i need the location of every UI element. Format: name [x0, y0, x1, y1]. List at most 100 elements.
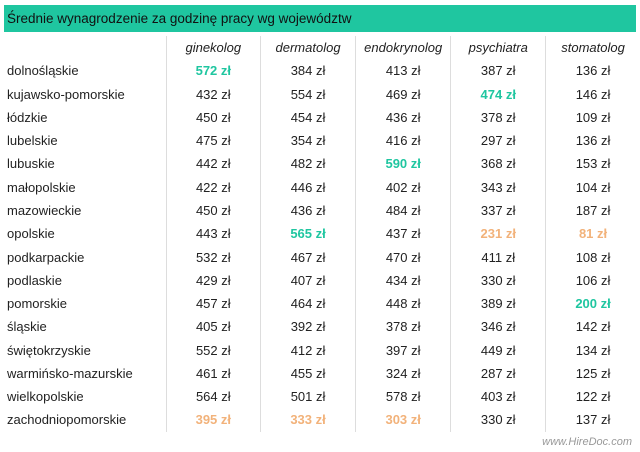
table-row: wielkopolskie 564 zł 501 zł 578 zł 403 zł 122… — [4, 384, 640, 409]
salary-cell: 330 zł — [450, 408, 546, 432]
salary-cell: 450 zł — [165, 198, 261, 223]
region-label: małopolskie — [7, 179, 76, 195]
salary-cell: 392 zł — [260, 315, 356, 339]
salary-cell: 446 zł — [260, 175, 356, 199]
salary-cell: 403 zł — [450, 384, 546, 409]
salary-cell: 324 zł — [354, 361, 451, 385]
table-title: Średnie wynagrodzenie za godzinę pracy w… — [4, 5, 636, 32]
salary-cell: 565 zł — [260, 222, 356, 246]
salary-cell: 303 zł — [354, 408, 451, 432]
salary-cell: 590 zł — [354, 152, 451, 176]
salary-cell: 436 zł — [260, 198, 356, 223]
region-label: śląskie — [7, 319, 47, 335]
region-label: wielkopolskie — [7, 389, 84, 405]
salary-cell: 81 zł — [545, 222, 640, 246]
salary-cell: 108 zł — [545, 245, 640, 269]
table-row: zachodniopomorskie 395 zł 333 zł 303 zł 330 … — [4, 408, 640, 432]
salary-cell: 464 zł — [260, 291, 356, 316]
salary-cell: 397 zł — [354, 338, 451, 362]
corner-cell — [4, 36, 166, 59]
salary-cell: 337 zł — [450, 198, 546, 223]
table-row: śląskie 405 zł 392 zł 378 zł 346 zł 142 zł — [4, 315, 640, 339]
salary-cell: 343 zł — [450, 175, 546, 199]
salary-cell: 395 zł — [165, 408, 261, 432]
region-label: lubuskie — [7, 156, 55, 172]
table-row: lubelskie 475 zł 354 zł 416 zł 297 zł 136 zł — [4, 129, 640, 153]
salary-cell: 436 zł — [354, 105, 451, 130]
salary-cell: 187 zł — [545, 198, 640, 223]
table-row: pomorskie 457 zł 464 zł 448 zł 389 zł 200 zł — [4, 291, 640, 316]
table-row: warmińsko-mazurskie 461 zł 455 zł 324 zł 287… — [4, 361, 640, 385]
region-label: podlaskie — [7, 272, 62, 288]
table-row: dolnośląskie 572 zł 384 zł 413 zł 387 zł 136 … — [4, 59, 640, 83]
region-label: lubelskie — [7, 133, 58, 149]
region-label: zachodniopomorskie — [7, 412, 127, 428]
salary-cell: 287 zł — [450, 361, 546, 385]
table-row: łódzkie 450 zł 454 zł 436 zł 378 zł 109 zł — [4, 105, 640, 130]
salary-cell: 449 zł — [450, 338, 546, 362]
salary-cell: 442 zł — [165, 152, 261, 176]
salary-cell: 455 zł — [260, 361, 356, 385]
salary-cell: 411 zł — [450, 245, 546, 269]
salary-cell: 153 zł — [545, 152, 640, 176]
table-row: lubuskie 442 zł 482 zł 590 zł 368 zł 153 zł — [4, 152, 640, 176]
salary-cell: 461 zł — [165, 361, 261, 385]
watermark-link[interactable]: www.HireDoc.com — [542, 436, 632, 448]
table-row: podlaskie 429 zł 407 zł 434 zł 330 zł 106 zł — [4, 268, 640, 292]
salary-cell: 125 zł — [545, 361, 640, 385]
salary-cell: 572 zł — [165, 59, 261, 83]
salary-cell: 413 zł — [354, 59, 451, 83]
salary-cell: 501 zł — [260, 384, 356, 409]
salary-cell: 432 zł — [165, 82, 261, 106]
column-header: ginekolog — [165, 36, 261, 60]
salary-cell: 416 zł — [354, 129, 451, 153]
salary-cell: 378 zł — [450, 105, 546, 130]
table-row: opolskie 443 zł 565 zł 437 zł 231 zł 81 zł — [4, 222, 640, 246]
salary-cell: 200 zł — [545, 291, 640, 316]
column-header: endokrynolog — [354, 36, 451, 60]
table-row: świętokrzyskie 552 zł 412 zł 397 zł 449 zł 13… — [4, 338, 640, 362]
header-row: ginekolog dermatolog endokrynolog psychiatr… — [4, 36, 640, 60]
table-row: mazowieckie 450 zł 436 zł 484 zł 337 zł 187 z… — [4, 198, 640, 223]
region-label: łódzkie — [7, 109, 48, 125]
salary-cell: 378 zł — [354, 315, 451, 339]
salary-cell: 136 zł — [545, 59, 640, 83]
column-header: stomatolog — [545, 36, 640, 60]
salary-cell: 146 zł — [545, 82, 640, 106]
salary-cell: 467 zł — [260, 245, 356, 269]
salary-cell: 443 zł — [165, 222, 261, 246]
salary-cell: 474 zł — [450, 82, 546, 106]
salary-cell: 106 zł — [545, 268, 640, 292]
region-label: świętokrzyskie — [7, 342, 91, 358]
salary-table: ginekolog dermatolog endokrynolog psychiatr… — [4, 36, 640, 432]
salary-cell: 454 zł — [260, 105, 356, 130]
salary-cell: 389 zł — [450, 291, 546, 316]
salary-cell: 578 zł — [354, 384, 451, 409]
salary-cell: 437 zł — [354, 222, 451, 246]
salary-cell: 354 zł — [260, 129, 356, 153]
salary-cell: 333 zł — [260, 408, 356, 432]
salary-cell: 297 zł — [450, 129, 546, 153]
region-label: pomorskie — [7, 296, 67, 312]
table-row: kujawsko-pomorskie 432 zł 554 zł 469 zł 474 … — [4, 82, 640, 106]
salary-cell: 554 zł — [260, 82, 356, 106]
salary-cell: 422 zł — [165, 175, 261, 199]
salary-cell: 346 zł — [450, 315, 546, 339]
region-label: mazowieckie — [7, 202, 82, 218]
salary-cell: 457 zł — [165, 291, 261, 316]
salary-cell: 387 zł — [450, 59, 546, 83]
salary-cell: 434 zł — [354, 268, 451, 292]
table-row: małopolskie 422 zł 446 zł 402 zł 343 zł 104 z… — [4, 175, 640, 199]
salary-cell: 469 zł — [354, 82, 451, 106]
salary-cell: 122 zł — [545, 384, 640, 409]
region-label: podkarpackie — [7, 249, 85, 265]
salary-cell: 104 zł — [545, 175, 640, 199]
salary-cell: 448 zł — [354, 291, 451, 316]
salary-cell: 407 zł — [260, 268, 356, 292]
region-label: dolnośląskie — [7, 63, 79, 79]
salary-cell: 134 zł — [545, 338, 640, 362]
salary-cell: 475 zł — [165, 129, 261, 153]
table-row: podkarpackie 532 zł 467 zł 470 zł 411 zł 108 … — [4, 245, 640, 269]
region-label: warmińsko-mazurskie — [7, 365, 133, 381]
column-header: dermatolog — [260, 36, 356, 60]
